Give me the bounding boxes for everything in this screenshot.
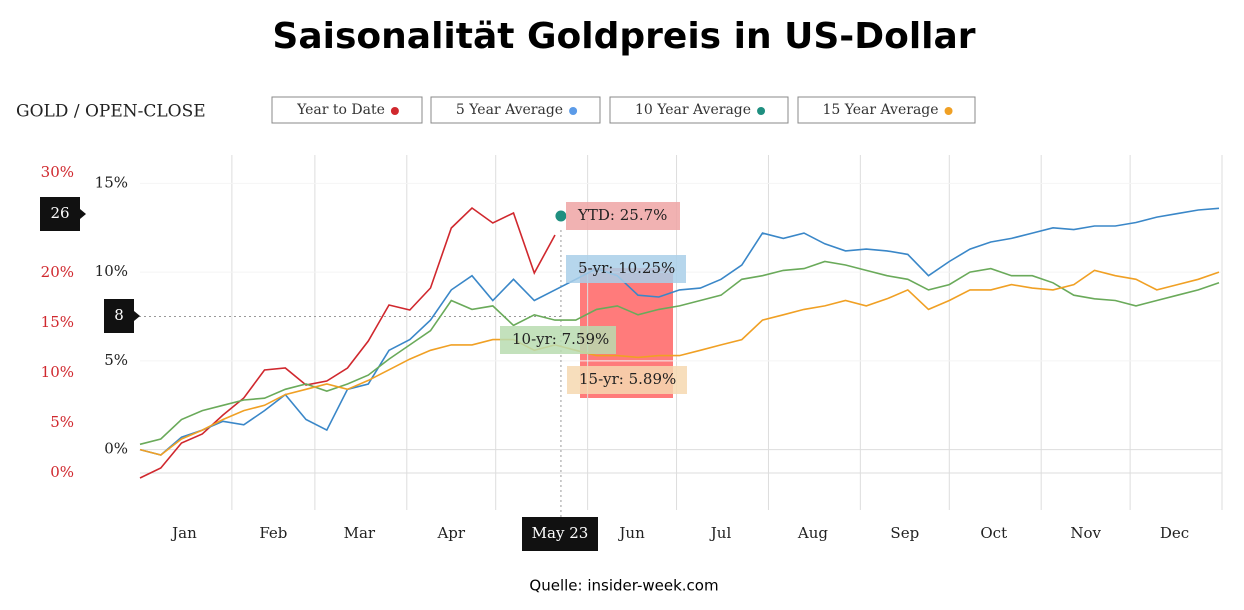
chart-title: Saisonalität Goldpreis in US-Dollar — [272, 16, 975, 57]
x-tick-label: Apr — [436, 524, 465, 542]
y2-tick-label: 5% — [50, 413, 74, 431]
y-tick-label: 15% — [95, 173, 128, 191]
legend-item: 10 Year Average — [609, 96, 789, 124]
y2-tick-label: 20% — [41, 263, 74, 281]
callout-label: 15-yr: 5.89% — [579, 370, 676, 388]
series-line — [139, 206, 556, 479]
tag-pointer — [134, 311, 140, 321]
x-tick-label: Sep — [890, 524, 919, 542]
callout-label: YTD: 25.7% — [577, 206, 667, 224]
series-line — [139, 260, 1220, 446]
callout-label: 5-yr: 10.25% — [578, 259, 675, 277]
legend-item: 5 Year Average — [430, 96, 601, 124]
x-tick-label: Nov — [1070, 524, 1101, 542]
x-tick-label: Feb — [259, 524, 287, 542]
y2-tick-label: 30% — [41, 163, 74, 181]
x-tick-label: Oct — [980, 524, 1007, 542]
current-point — [555, 210, 567, 222]
y-tick-label: 5% — [104, 351, 128, 369]
legend-dot — [569, 107, 578, 115]
y2-tick-label: 0% — [50, 463, 74, 481]
chart-subtitle: GOLD / OPEN-CLOSE — [16, 102, 206, 122]
crosshair-y2-label: 26 — [50, 204, 69, 222]
callout-box — [566, 255, 686, 283]
legend-label: 10 Year Average — [635, 102, 751, 118]
legend-dot — [757, 107, 766, 115]
x-tick-label: Jul — [709, 524, 732, 542]
callout-label: 10-yr: 7.59% — [512, 330, 609, 348]
x-tick-label: Jan — [170, 524, 197, 542]
x-tick-label: Dec — [1160, 524, 1189, 542]
callout-box — [566, 202, 680, 230]
series-line — [139, 269, 1220, 456]
callout-box — [500, 326, 616, 354]
crosshair-x-label: May 23 — [532, 524, 589, 542]
legend-label: 15 Year Average — [822, 102, 938, 118]
legend-label: Year to Date — [296, 102, 385, 118]
callout-box — [567, 366, 687, 394]
y2-tick-label: 10% — [41, 363, 74, 381]
legend-dot — [390, 107, 399, 115]
legend-item: Year to Date — [271, 96, 423, 124]
x-tick-label: Mar — [344, 524, 376, 542]
crosshair-y-label: 8 — [114, 306, 124, 324]
legend-dot — [944, 107, 953, 115]
y-tick-label: 10% — [95, 262, 128, 280]
crosshair-y2-label-box — [40, 197, 80, 231]
crosshair-x-label-box — [522, 517, 598, 551]
legend-label: 5 Year Average — [456, 102, 563, 118]
series-line — [139, 207, 1220, 456]
y2-tick-label: 15% — [41, 313, 74, 331]
tag-pointer — [80, 209, 86, 219]
x-tick-label: Aug — [797, 524, 828, 542]
y-tick-label: 0% — [104, 440, 128, 458]
legend-item: 15 Year Average — [797, 96, 976, 124]
x-tick-label: Jun — [617, 524, 645, 542]
crosshair-y-label-box — [104, 299, 134, 333]
source: Quelle: insider-week.com — [529, 577, 718, 595]
